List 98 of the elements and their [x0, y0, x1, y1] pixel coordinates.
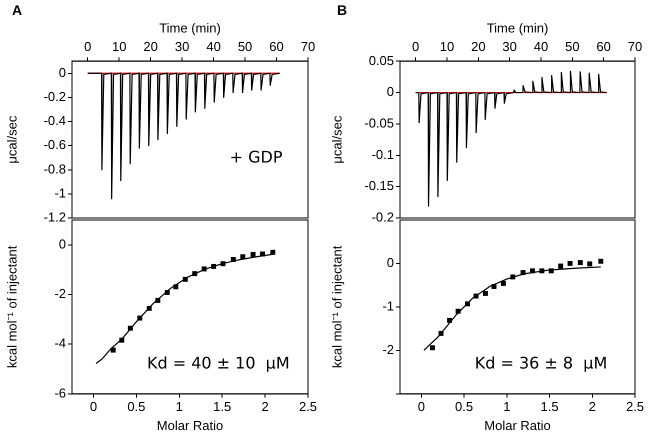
y-tick-label: -4	[54, 336, 66, 351]
x-tick-label: 0	[412, 38, 420, 54]
y-tick-label: -0.2	[44, 88, 66, 104]
point	[128, 326, 133, 331]
x-tick-label: 0	[418, 399, 425, 414]
x-tick-label: 50	[238, 38, 252, 54]
y-tick-label: 0	[58, 64, 66, 80]
y-tick-label: -0.2	[372, 210, 394, 225]
x-tick-label: 40	[206, 38, 221, 54]
point	[202, 266, 207, 272]
point	[250, 252, 256, 257]
x-tick-label: 60	[596, 38, 611, 54]
x-tick-label: 1.5	[213, 399, 232, 414]
y-tick-label: -1	[54, 185, 66, 200]
y-tick-label: -2	[54, 286, 66, 302]
y-tick-label: -6	[54, 385, 66, 400]
y-axis-title: μcal/sec	[4, 115, 20, 164]
x-axis-title: Time (min)	[486, 20, 548, 36]
x-tick-label: 70	[628, 38, 642, 54]
y-tick-label: 0.05	[368, 52, 394, 68]
point	[530, 268, 535, 274]
point	[211, 264, 216, 269]
point	[520, 270, 526, 276]
y-axis-title: μcal/sec	[329, 115, 344, 164]
y-axis-title: kcal mol⁻¹ of injectant	[329, 245, 344, 368]
point	[474, 294, 479, 299]
x-tick-label: 1	[503, 399, 510, 414]
y-axis-title: kcal mol⁻¹ of injectant	[4, 245, 20, 368]
point	[438, 330, 444, 336]
point	[119, 338, 124, 343]
x-tick-label: 70	[300, 38, 316, 54]
x-tick-label: 20	[471, 38, 486, 54]
x-tick-label: 10	[112, 38, 126, 54]
point	[447, 318, 452, 323]
point	[220, 261, 226, 266]
y-tick-label: -1.2	[44, 210, 66, 225]
x-tick-label: 2.5	[626, 399, 644, 414]
point	[155, 298, 160, 303]
x-tick-label: 2	[588, 399, 596, 414]
y-tick-label: 0	[58, 236, 66, 252]
x-tick-label: 1	[176, 399, 183, 414]
point	[558, 264, 564, 269]
point	[430, 345, 435, 350]
point	[146, 306, 152, 311]
y-tick-label: 0	[386, 84, 394, 100]
y-tick-label: -0.6	[44, 137, 66, 152]
x-tick-label: 0.5	[127, 399, 146, 414]
point	[510, 274, 516, 280]
annotation: Kd = 40 ± 10 μM	[146, 353, 290, 372]
x-tick-label: 0	[90, 399, 98, 414]
y-tick-label: -0.1	[372, 146, 394, 162]
point	[492, 284, 496, 289]
point	[137, 316, 142, 321]
y-tick-label: -0.4	[44, 113, 66, 128]
point	[164, 290, 170, 295]
point	[539, 268, 544, 274]
point	[548, 268, 554, 274]
y-tick-label: -2	[382, 342, 394, 357]
x-tick-label: 40	[534, 38, 548, 54]
annotation: Kd = 36 ± 8 μM	[474, 353, 608, 372]
x-tick-label: 30	[174, 38, 190, 54]
point	[587, 261, 592, 266]
x-tick-label: 10	[440, 38, 454, 54]
point	[173, 284, 178, 290]
point	[110, 348, 116, 353]
point	[456, 308, 461, 314]
y-tick-label: -1	[382, 298, 394, 314]
point	[182, 276, 188, 282]
point	[482, 290, 488, 296]
y-tick-label: -0.05	[364, 116, 394, 130]
point	[192, 271, 198, 276]
point	[568, 260, 573, 266]
x-tick-label: 60	[269, 38, 284, 54]
point	[230, 257, 236, 262]
x-axis-title: Molar Ratio	[156, 418, 224, 433]
x-tick-label: 0	[84, 38, 92, 54]
chart-title: B	[337, 2, 348, 18]
x-tick-label: 2	[261, 399, 269, 414]
x-tick-label: 30	[502, 38, 517, 54]
y-tick-label: -0.8	[44, 161, 66, 176]
point	[500, 280, 506, 286]
x-tick-label: 20	[143, 38, 158, 54]
x-tick-label: 2.5	[298, 399, 318, 414]
x-tick-label: 50	[565, 38, 580, 54]
y-tick-label: 0	[386, 255, 394, 270]
point	[270, 250, 276, 255]
point	[465, 301, 470, 306]
point	[260, 252, 265, 256]
x-axis-title: Molar Ratio	[484, 418, 551, 433]
x-tick-label: 1.5	[540, 399, 559, 414]
y-tick-label: -0.15	[364, 178, 394, 194]
chart-title: A	[12, 2, 22, 18]
point	[598, 258, 604, 264]
annotation: + GDP	[230, 148, 283, 167]
x-tick-label: 0.5	[455, 399, 474, 414]
point	[240, 254, 246, 260]
point	[578, 260, 583, 266]
x-axis-title: Time (min)	[159, 20, 221, 36]
